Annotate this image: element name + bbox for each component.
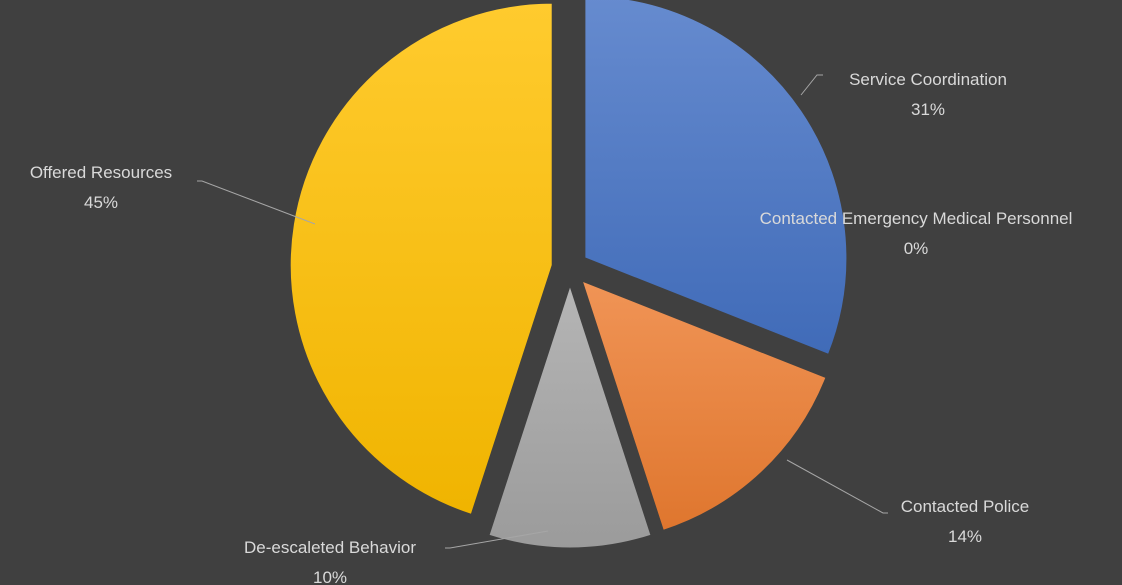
slice-offered-resources-percent-label: 45% [84,193,118,212]
slice-contacted-police [581,280,827,531]
slice-de-escaleted-behavior-percent-label: 10% [313,568,347,585]
slice-offered-resources [289,2,553,515]
slice-de-escaleted-behavior-label: De-escaleted Behavior [244,538,416,557]
slice-de-escaleted-behavior-leader-line [445,530,549,549]
slice-offered-resources-label: Offered Resources [30,163,172,182]
slice-contacted-police-leader-line [786,459,888,514]
slice-contacted-emergency-medical-personnel-label: Contacted Emergency Medical Personnel [760,209,1073,228]
slice-contacted-police-percent-label: 14% [948,527,982,546]
slice-de-escaleted-behavior [488,284,652,549]
slice-service-coordination-percent-label: 31% [911,100,945,119]
slice-offered-resources-leader-line [197,180,316,225]
slice-service-coordination [584,0,848,355]
slice-contacted-police-label: Contacted Police [901,497,1030,516]
slice-service-coordination-label: Service Coordination [849,70,1007,89]
slice-contacted-emergency-medical-personnel-percent-label: 0% [904,239,929,258]
slice-service-coordination-leader-line [800,74,823,96]
